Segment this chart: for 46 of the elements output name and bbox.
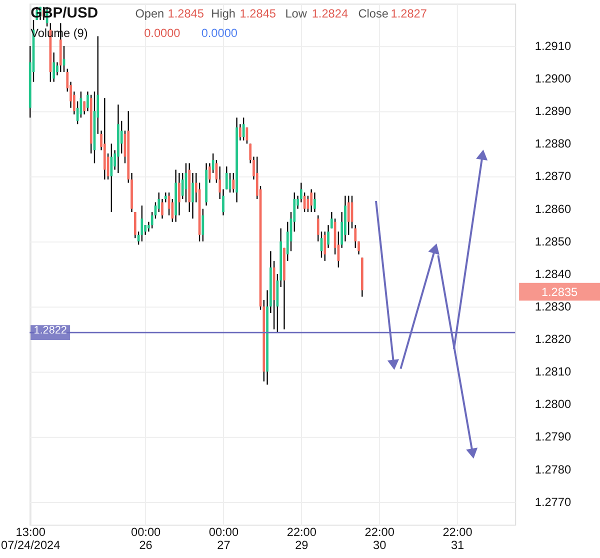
y-tick-label: 1.2800 <box>534 397 572 412</box>
y-tick-label: 1.2840 <box>534 266 572 281</box>
x-tick-label: 13:00 07/24/2024 <box>1 525 61 552</box>
y-tick-label: 1.2910 <box>534 38 572 53</box>
y-tick-label: 1.2810 <box>534 364 572 379</box>
candlestick <box>238 124 242 142</box>
candlestick <box>140 204 144 242</box>
annotation: High <box>211 6 236 20</box>
y-tick-label: 1.2770 <box>534 494 572 509</box>
annotation: Open <box>135 6 164 20</box>
y-tick-label: 1.2830 <box>534 299 572 314</box>
x-tick-label: 00:00 26 <box>131 525 162 552</box>
y-tick-label: 1.2860 <box>534 202 572 216</box>
candlestick <box>354 224 357 248</box>
ref-line-label: 1.2822 <box>34 324 67 337</box>
y-tick-label: 1.2880 <box>534 136 572 151</box>
annotation: 1.2824 <box>312 6 348 20</box>
candlestick <box>178 172 180 216</box>
candlestick <box>242 117 245 142</box>
annotation: Low <box>285 6 308 20</box>
y-tick-label: 1.2820 <box>534 332 572 346</box>
candlestick <box>232 172 235 194</box>
y-tick-label: 1.2850 <box>534 234 572 248</box>
x-tick-label: 22:00 30 <box>364 525 395 552</box>
annotation: 1.2845 <box>168 6 204 20</box>
y-tick-label: 1.2780 <box>534 462 572 476</box>
candlestick <box>164 192 167 203</box>
candlestick <box>202 208 204 242</box>
annotation: Close <box>358 6 389 20</box>
candlestick <box>314 192 316 213</box>
text: 1.2835 <box>541 284 578 299</box>
annotation: 0.0000 <box>144 26 181 40</box>
candlestick <box>225 166 228 190</box>
y-tick-label: 1.2790 <box>534 430 572 444</box>
y-tick-label: 1.2900 <box>534 71 572 86</box>
candlestick <box>110 143 113 213</box>
y-tick-label: 1.2870 <box>534 169 572 184</box>
annotation: 1.2845 <box>240 6 276 20</box>
x-tick-label: 22:00 29 <box>286 525 317 552</box>
annotation: 1.2827 <box>390 6 427 20</box>
y-tick-label: 1.2890 <box>534 104 572 118</box>
candlestick <box>310 188 313 213</box>
candlestick <box>192 172 194 220</box>
x-tick-label: 22:00 31 <box>442 525 473 552</box>
x-tick-label: 00:00 27 <box>208 525 239 552</box>
annotation: 0.0000 <box>201 26 238 40</box>
